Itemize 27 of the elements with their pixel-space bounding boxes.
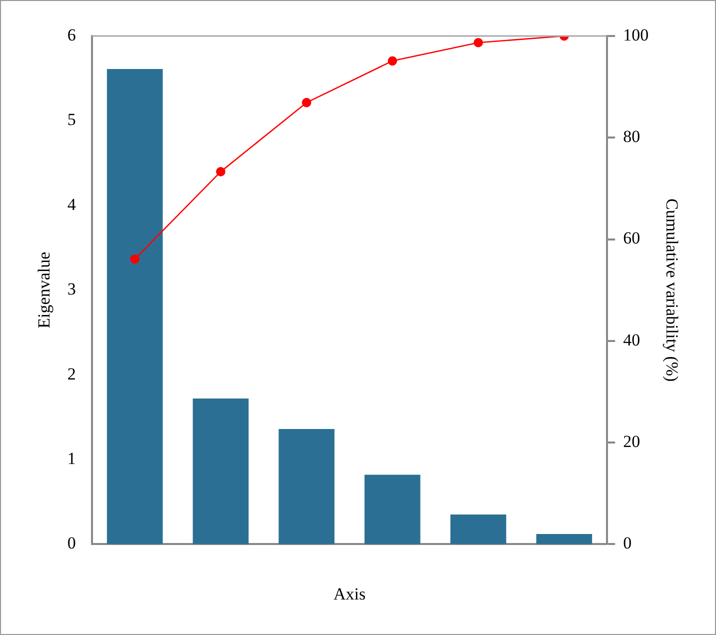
y-tick-label: 6 [67,25,76,44]
point [474,38,483,48]
y2-tick-label: 0 [623,534,632,553]
y2-tick-label: 20 [623,432,640,452]
bar [364,474,420,544]
y-tick-label: 4 [67,194,76,214]
y2-tick-label: 100 [623,25,649,44]
point [388,56,398,66]
y-tick-label: 3 [67,280,76,299]
y-tick-label: 1 [67,448,76,468]
bar [192,398,249,544]
y2-tick-label: 80 [623,127,640,146]
y2-tick-label: 40 [623,330,640,350]
point [302,98,312,108]
bar [278,429,334,544]
y-axis-title: Eigenvalue [34,252,54,328]
y-tick-label: 2 [67,364,76,384]
bar [536,534,592,544]
y2-tick-label: 60 [623,228,640,248]
y-tick-label: 0 [67,534,76,553]
y-tick-label: 5 [67,110,76,130]
point [216,167,226,176]
point [130,254,140,264]
x-axis-title: Axis [333,584,366,604]
bar [450,514,506,544]
y2-axis-title: Cumulative variability (%) [662,198,682,382]
bar [106,69,163,544]
